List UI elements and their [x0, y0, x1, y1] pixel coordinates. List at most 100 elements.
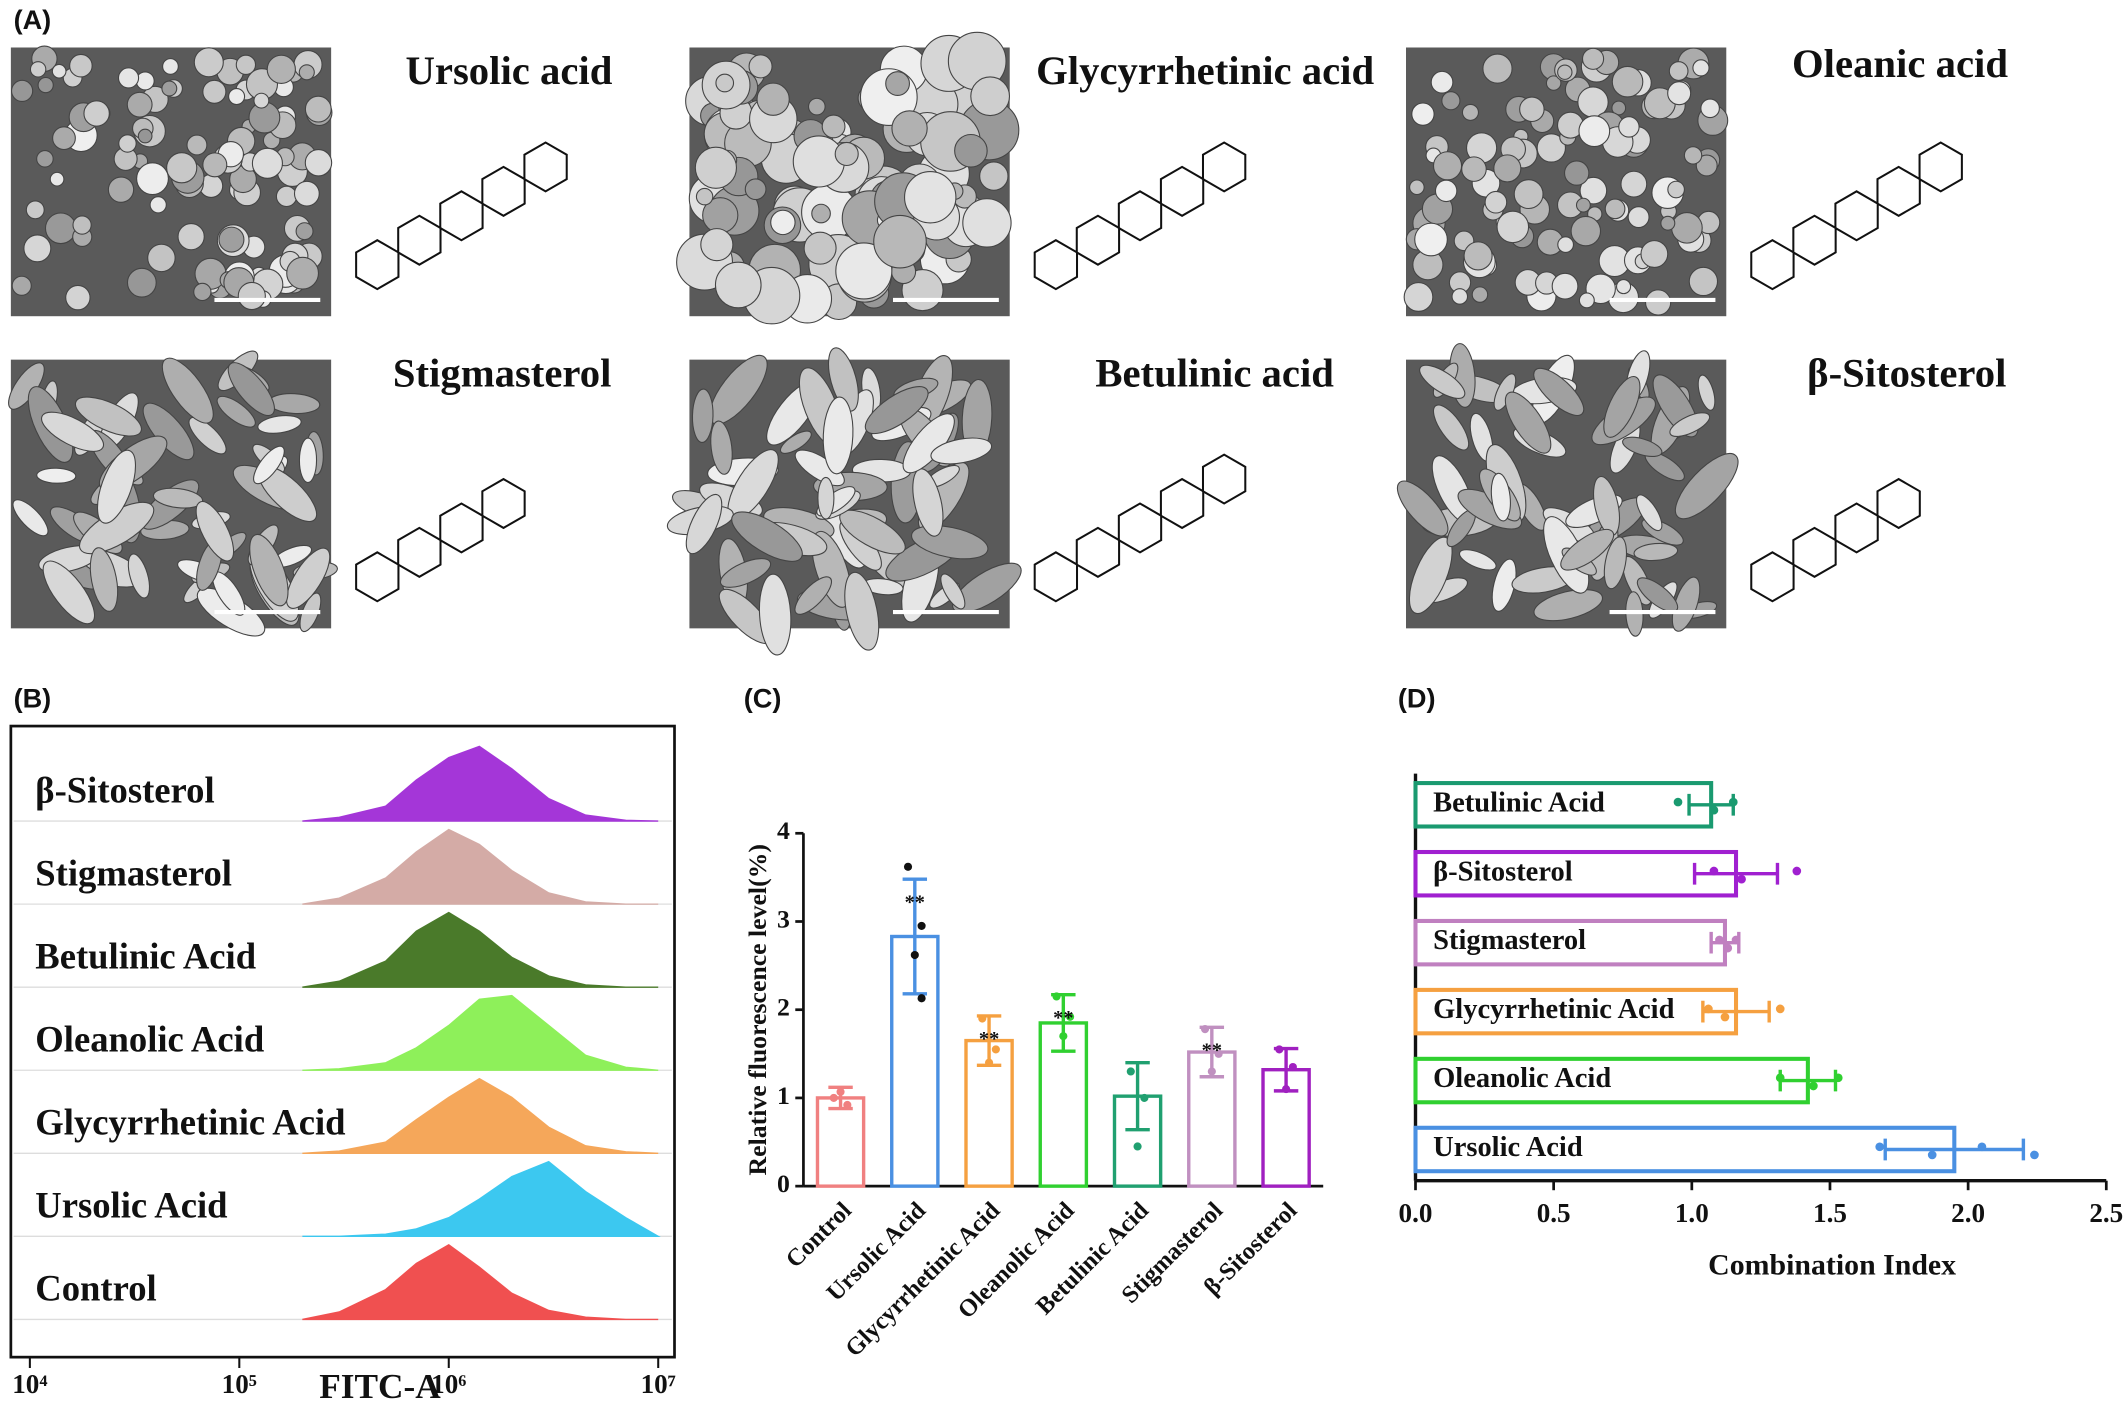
y-axis-label: Relative fluorescence level(%) [743, 844, 772, 1175]
particle [42, 560, 95, 625]
particle [930, 437, 993, 465]
particle [298, 64, 315, 81]
particle [1697, 374, 1716, 411]
series-label: Control [35, 1268, 156, 1309]
particle [137, 128, 153, 144]
particle [118, 134, 137, 153]
particle [1611, 65, 1644, 98]
particle [195, 500, 235, 562]
particle [149, 196, 167, 214]
particle [1695, 154, 1718, 177]
x-tick-label: 0.5 [1537, 1198, 1571, 1228]
particle [1432, 404, 1470, 451]
particle [266, 54, 296, 84]
particle [162, 58, 179, 75]
particle [719, 558, 772, 588]
sem-image [1396, 343, 1739, 637]
particle [714, 261, 762, 309]
particle [1484, 190, 1508, 214]
particle [127, 553, 151, 599]
data-point [917, 921, 926, 930]
plot-frame [9, 724, 676, 1359]
series-label: Glycyrrhetinic Acid [35, 1102, 345, 1143]
particle [962, 198, 1012, 248]
x-tick-label: 0.0 [1399, 1198, 1433, 1228]
particle [1434, 179, 1458, 203]
particle [228, 88, 246, 106]
particle [1463, 241, 1493, 271]
error-bar [1883, 1138, 2026, 1161]
particle [1578, 115, 1611, 148]
significance: ** [979, 1028, 999, 1050]
particle [304, 149, 333, 177]
data-point [1715, 935, 1724, 945]
particle [41, 411, 105, 452]
particle [1557, 64, 1573, 80]
particle [1408, 536, 1453, 615]
series-label: β-Sitosterol [35, 769, 214, 810]
particle [193, 47, 224, 78]
particle [1688, 266, 1719, 297]
data-point [1809, 1081, 1818, 1091]
particle [803, 231, 837, 265]
series-label: Ursolic Acid [35, 1185, 227, 1226]
particle [193, 282, 212, 302]
particle [286, 547, 331, 609]
x-tick-label: 2.5 [2089, 1198, 2123, 1228]
y-tick-label: 4 [777, 816, 790, 845]
particle [1432, 151, 1463, 181]
particle [1660, 215, 1676, 231]
category-label: Ursolic Acid [1433, 1132, 1583, 1163]
category-label: Glycyrrhetinic Acid [1433, 994, 1674, 1025]
particle [1461, 103, 1479, 121]
particle [1458, 549, 1497, 571]
particle [304, 95, 332, 123]
histogram-area [302, 911, 659, 988]
x-tick-label: 10⁶ [431, 1369, 466, 1399]
particle [1560, 528, 1615, 571]
particle [970, 76, 1011, 117]
data-point [1275, 1045, 1284, 1054]
data-point [829, 1093, 838, 1102]
particle [1683, 146, 1703, 165]
particle [1490, 472, 1511, 522]
particle [1603, 536, 1628, 590]
data-point [1875, 1142, 1885, 1152]
histogram-area [302, 1160, 661, 1238]
particle [186, 134, 208, 156]
data-point [1288, 1062, 1297, 1072]
particle [1545, 75, 1562, 91]
particle [177, 222, 205, 251]
particle [817, 476, 835, 520]
sem-image [8, 350, 338, 637]
particle [257, 415, 302, 434]
data-point [1052, 992, 1061, 1001]
particle [1471, 286, 1489, 303]
panel-label: (C) [744, 682, 782, 713]
particle [286, 256, 320, 290]
data-point [836, 1087, 845, 1096]
particle [1636, 494, 1663, 532]
particle [685, 493, 723, 555]
x-tick-label: 2.0 [1951, 1198, 1985, 1228]
compound-name: Ursolic acid [405, 48, 612, 93]
particle [979, 161, 1009, 191]
particle [1419, 364, 1466, 399]
data-point [1728, 797, 1738, 807]
category-label: Betulinic Acid [1433, 787, 1605, 818]
particle [835, 242, 893, 300]
particle [758, 573, 792, 656]
particle [1674, 452, 1739, 520]
particle [1668, 61, 1689, 81]
significance: ** [1053, 1007, 1073, 1029]
x-axis-label: FITC-A [319, 1367, 441, 1406]
data-point [1059, 1032, 1068, 1041]
data-point [1200, 1025, 1210, 1034]
structure [1033, 453, 1247, 603]
particle [237, 281, 266, 311]
particle [235, 54, 257, 75]
particle [65, 284, 91, 311]
particle [72, 215, 92, 235]
particle [74, 396, 142, 437]
